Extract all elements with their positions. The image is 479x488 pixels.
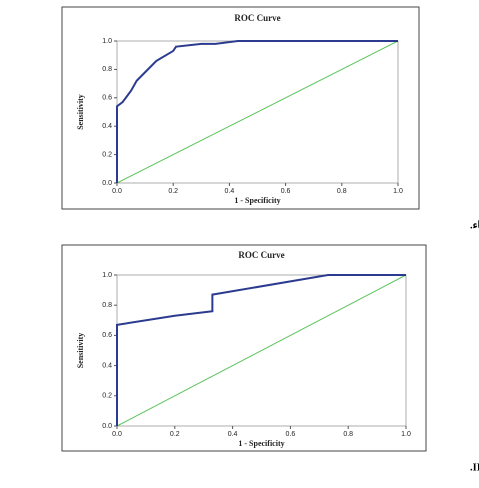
x-axis-label: 1 - Specificity xyxy=(234,196,280,205)
y-tick-label: 0.4 xyxy=(102,362,112,369)
reference-line xyxy=(116,274,407,427)
reference-line xyxy=(116,40,399,184)
x-tick-label: 0.2 xyxy=(168,188,178,195)
y-tick-label: 0.0 xyxy=(102,180,112,187)
y-tick-label: 0.8 xyxy=(102,66,112,73)
x-axis-label: 1 - Specificity xyxy=(238,439,284,448)
x-tick-label: 0.6 xyxy=(281,188,291,195)
roc-curve xyxy=(116,274,406,426)
y-tick-label: 0.8 xyxy=(102,302,112,309)
chart-frame xyxy=(61,6,420,210)
x-tick-label: 0.0 xyxy=(112,431,122,438)
y-tick-label: 0.6 xyxy=(102,332,112,339)
x-tick-label: 0.2 xyxy=(170,431,180,438)
chart-title: ROC Curve xyxy=(238,250,284,260)
y-tick-label: 0.2 xyxy=(102,151,112,158)
y-tick-label: 1.0 xyxy=(102,38,112,45)
x-tick-label: 1.0 xyxy=(401,431,411,438)
y-axis-label: Sensitivity xyxy=(76,333,85,369)
chart-title: ROC Curve xyxy=(234,13,280,23)
roc-curve xyxy=(116,40,398,183)
y-tick-label: 0.4 xyxy=(102,123,112,130)
figure-caption: شكل 4: منحنى Roc لتركيز IL-8 المصلي بين … xyxy=(470,461,479,474)
y-tick-label: 0.0 xyxy=(102,423,112,430)
chart-frame xyxy=(61,244,427,452)
y-axis-label: Sensitivity xyxy=(76,94,85,130)
x-tick-label: 0.4 xyxy=(228,431,238,438)
y-tick-label: 1.0 xyxy=(102,272,112,279)
x-tick-label: 0.6 xyxy=(286,431,296,438)
x-tick-label: 0.4 xyxy=(225,188,235,195)
x-tick-label: 0.8 xyxy=(337,188,347,195)
x-tick-label: 0.8 xyxy=(343,431,353,438)
x-tick-label: 0.0 xyxy=(112,188,122,195)
y-tick-label: 0.2 xyxy=(102,393,112,400)
y-tick-label: 0.6 xyxy=(102,95,112,102)
figure-caption: الشكل 3: منحنى Roc لتركيز IL-8 المصلي بي… xyxy=(470,217,479,232)
x-tick-label: 1.0 xyxy=(393,188,403,195)
